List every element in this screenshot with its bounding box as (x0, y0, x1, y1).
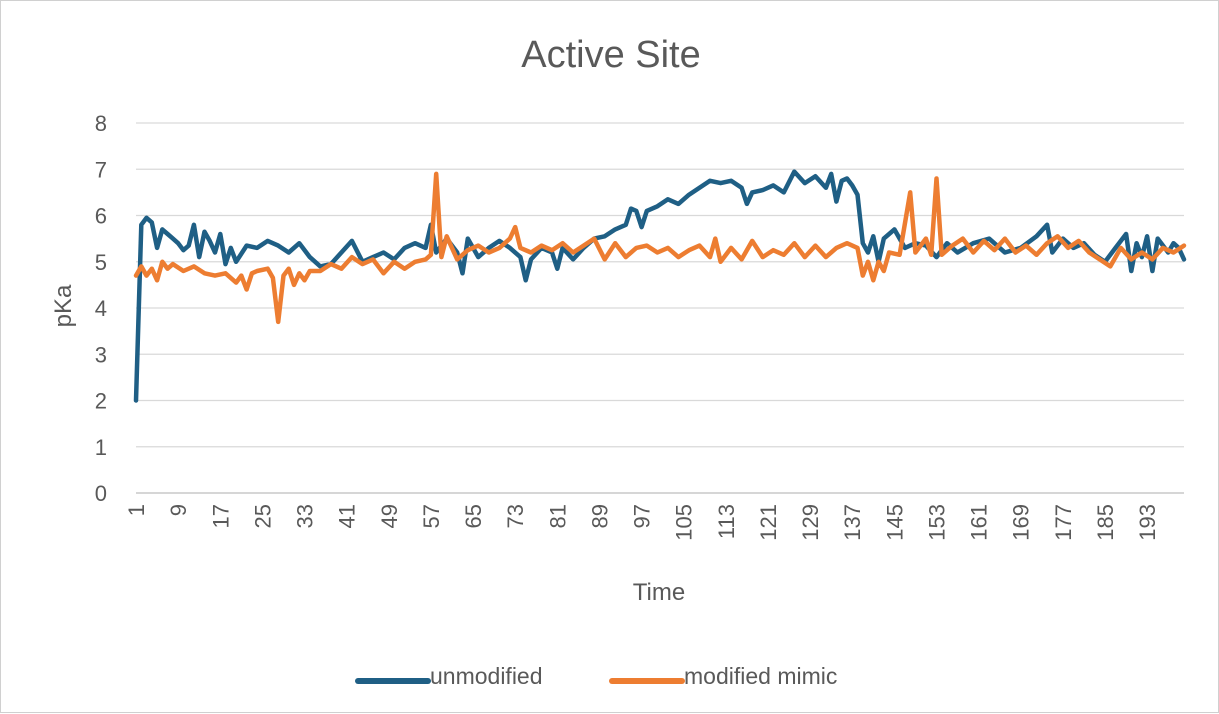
x-tick-label: 145 (882, 504, 907, 541)
y-tick-labels: 0 1 2 3 4 5 6 7 8 (95, 111, 107, 506)
x-tick-label: 129 (798, 504, 823, 541)
x-tick-label: 33 (293, 504, 318, 528)
y-tick-label: 2 (95, 389, 107, 414)
x-tick-label: 169 (1009, 504, 1034, 541)
x-tick-label: 105 (672, 504, 697, 541)
y-tick-label: 3 (95, 342, 107, 367)
x-tick-label: 1 (124, 504, 149, 516)
x-tick-label: 73 (503, 504, 528, 528)
x-tick-label: 161 (967, 504, 992, 541)
x-tick-label: 137 (840, 504, 865, 541)
x-tick-label: 25 (250, 504, 275, 528)
x-tick-label: 17 (208, 504, 233, 528)
series-lines (133, 169, 1187, 403)
legend-label-modified-mimic: modified mimic (684, 663, 837, 689)
x-tick-label: 89 (587, 504, 612, 528)
x-tick-label: 97 (630, 504, 655, 528)
chart-title: Active Site (521, 34, 701, 76)
y-tick-label: 7 (95, 157, 107, 182)
gridlines (136, 122, 1184, 494)
x-tick-label: 41 (335, 504, 360, 528)
y-tick-label: 5 (95, 250, 107, 275)
legend: unmodified modified mimic (355, 663, 837, 689)
series-line-modified-mimic (133, 171, 1187, 325)
x-tick-label: 49 (377, 504, 402, 528)
y-tick-label: 6 (95, 204, 107, 229)
x-tick-label: 121 (756, 504, 781, 541)
x-tick-label: 177 (1051, 504, 1076, 541)
y-tick-label: 4 (95, 296, 107, 321)
x-tick-label: 193 (1135, 504, 1160, 541)
x-axis-label: Time (633, 579, 685, 606)
x-tick-label: 153 (924, 504, 949, 541)
y-tick-label: 1 (95, 435, 107, 460)
legend-label-unmodified: unmodified (430, 663, 543, 689)
x-tick-label: 185 (1093, 504, 1118, 541)
x-tick-label: 9 (166, 504, 191, 516)
series-line-unmodified (133, 169, 1187, 403)
y-tick-label: 8 (95, 111, 107, 136)
x-tick-label: 65 (461, 504, 486, 528)
x-tick-labels: 1 9 17 25 33 41 49 57 65 73 81 89 97 105 113 121 129 137 1… (124, 504, 1160, 541)
x-tick-label: 113 (714, 504, 739, 539)
x-tick-label: 57 (419, 504, 444, 528)
y-tick-label: 0 (95, 481, 107, 506)
y-axis-label: pKa (50, 284, 77, 327)
x-tick-label: 81 (545, 504, 570, 528)
